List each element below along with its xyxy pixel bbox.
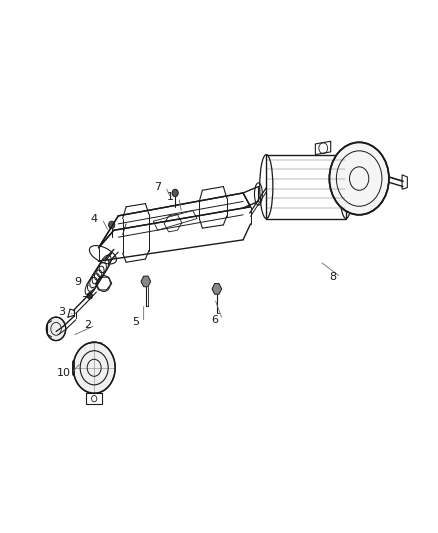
Polygon shape [212,284,222,294]
Circle shape [87,293,92,299]
Text: 8: 8 [329,272,336,282]
Text: 1: 1 [167,192,174,202]
Text: 4: 4 [91,214,98,223]
Circle shape [46,317,66,341]
Text: 10: 10 [57,368,71,378]
Circle shape [172,189,178,197]
Circle shape [109,221,115,229]
Text: 5: 5 [132,318,139,327]
Circle shape [329,142,389,215]
Text: 2: 2 [84,320,91,330]
Polygon shape [141,276,151,287]
Text: 9: 9 [74,278,81,287]
Text: 6: 6 [211,315,218,325]
Text: 7: 7 [154,182,161,191]
Text: 3: 3 [58,307,65,317]
Circle shape [73,342,115,393]
